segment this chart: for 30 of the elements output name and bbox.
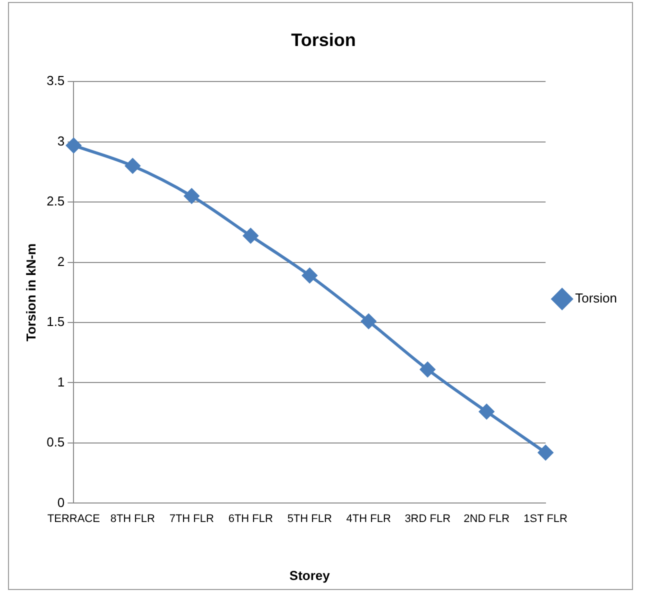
y-tick-label: 1.5 <box>46 314 65 330</box>
point <box>361 314 376 329</box>
x-tick-label: 1ST FLR <box>524 512 568 525</box>
y-tick-label: 2 <box>57 254 65 269</box>
x-tick-label: 8TH FLR <box>110 512 156 525</box>
y-tick-label: 2.5 <box>46 194 65 209</box>
x-tick-label: 6TH FLR <box>228 512 274 525</box>
point <box>184 188 200 204</box>
y-tick-label: 0 <box>57 494 65 510</box>
point <box>420 362 436 377</box>
point <box>66 138 82 153</box>
y-axis-title: Torsion in kN-m <box>23 243 38 342</box>
x-tick-label: TERRACE <box>47 512 100 525</box>
y-tick-label: 1 <box>57 374 65 390</box>
legend-label: Torsion <box>575 290 618 306</box>
x-tick-label: 5TH FLR <box>287 512 332 525</box>
y-tick-label: 0.5 <box>46 434 65 450</box>
x-axis-title: Storey <box>289 568 331 583</box>
x-tick-label: 3RD FLR <box>404 512 451 525</box>
x-tick-label: 4TH FLR <box>346 512 391 525</box>
y-tick-label: 3 <box>57 133 65 148</box>
chart-title: Torsion <box>291 30 356 50</box>
y-tick-label: 3.5 <box>46 73 65 88</box>
point <box>125 158 140 174</box>
x-tick-label: 2ND FLR <box>464 512 510 525</box>
x-tick-label: 7TH FLR <box>169 512 214 525</box>
point <box>302 268 318 284</box>
point <box>538 445 554 460</box>
point <box>479 404 494 420</box>
point <box>243 228 258 244</box>
